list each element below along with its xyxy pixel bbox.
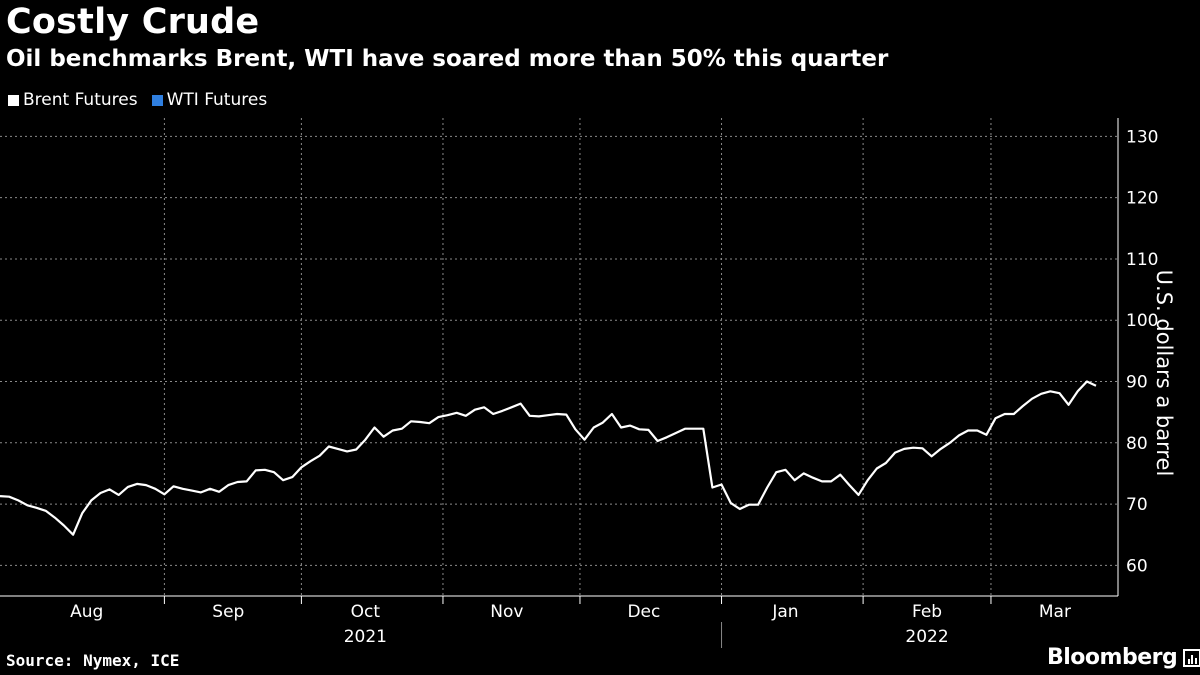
x-tick-label: Nov <box>490 602 523 622</box>
y-tick-label: 70 <box>1126 495 1148 515</box>
series-line-brent <box>0 380 1097 536</box>
legend: Brent Futures WTI Futures <box>8 90 281 110</box>
x-tick-label: Sep <box>212 602 244 622</box>
x-tick-label: Aug <box>70 602 103 622</box>
y-tick-label: 130 <box>1126 127 1158 147</box>
year-label: 2022 <box>905 627 948 647</box>
brent-swatch-icon <box>8 94 19 106</box>
x-tick-label: Mar <box>1039 602 1071 622</box>
bloomberg-logo: Bloomberg <box>1047 645 1200 670</box>
x-tick-label: Oct <box>351 602 381 622</box>
y-axis-label: U.S. dollars a barrel <box>1152 269 1176 477</box>
chart-subtitle: Oil benchmarks Brent, WTI have soared mo… <box>6 46 889 72</box>
x-tick-label: Feb <box>912 602 942 622</box>
year-label: 2021 <box>344 627 387 647</box>
legend-item-wti: WTI Futures <box>151 90 268 110</box>
source-note: Source: Nymex, ICE <box>6 651 180 670</box>
y-tick-label: 80 <box>1126 434 1148 454</box>
y-tick-label: 100 <box>1126 311 1158 331</box>
y-tick-label: 110 <box>1126 250 1158 270</box>
y-tick-label: 120 <box>1126 189 1158 209</box>
x-tick-label: Dec <box>627 602 660 622</box>
bloomberg-mark-icon <box>1183 648 1200 667</box>
wti-swatch-icon <box>151 94 163 106</box>
legend-label-brent: Brent Futures <box>23 90 138 110</box>
legend-label-wti: WTI Futures <box>166 90 268 110</box>
chart-title: Costly Crude <box>6 2 260 42</box>
y-tick-label: 90 <box>1126 373 1148 393</box>
brand-name: Bloomberg <box>1047 645 1178 670</box>
y-tick-label: 60 <box>1126 556 1148 576</box>
x-tick-label: Jan <box>771 602 798 622</box>
legend-item-brent: Brent Futures <box>8 90 138 110</box>
